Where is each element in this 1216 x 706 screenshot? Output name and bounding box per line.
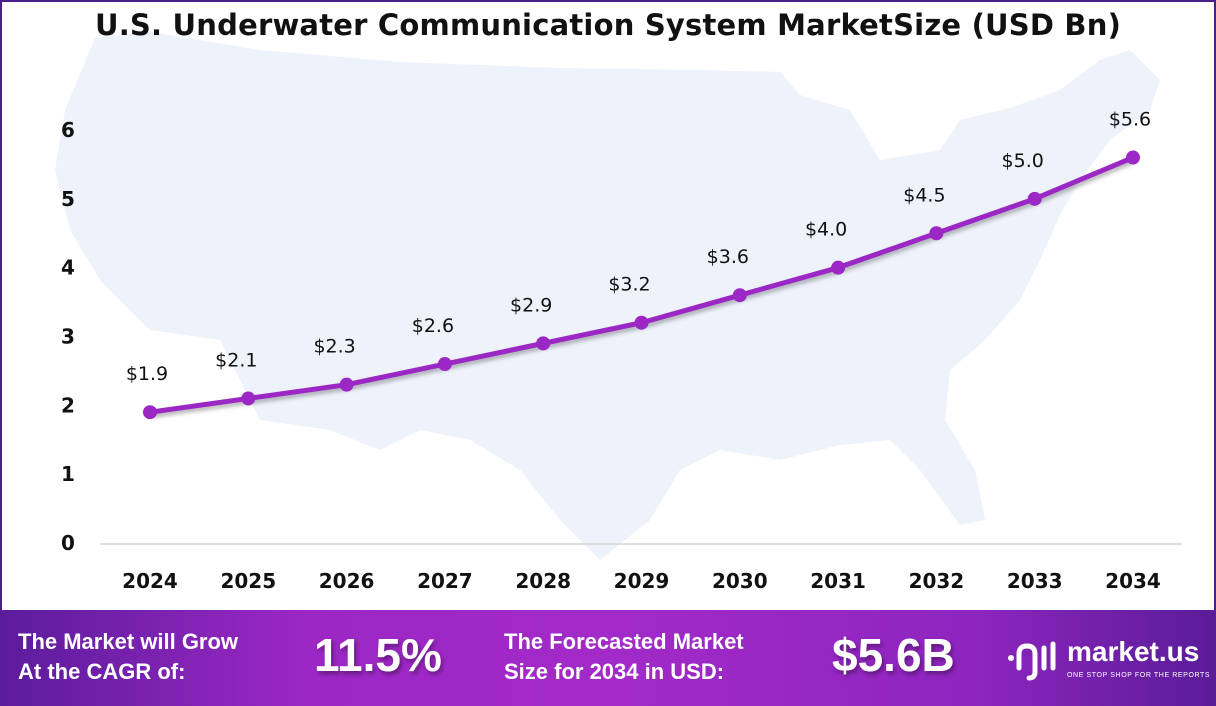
cagr-label: The Market will Grow At the CAGR of: — [18, 627, 238, 687]
forecast-value: $5.6B — [832, 629, 955, 681]
y-tick-label: 6 — [61, 118, 75, 142]
data-point — [536, 336, 551, 351]
chart-title: U.S. Underwater Communication System Mar… — [94, 8, 1122, 42]
us-map-silhouette — [55, 32, 1160, 560]
forecast-label-line1: The Forecasted Market — [504, 629, 744, 654]
x-tick-label: 2032 — [909, 569, 965, 593]
x-tick-label: 2034 — [1105, 569, 1161, 593]
x-tick-label: 2025 — [220, 569, 276, 593]
data-label: $4.5 — [903, 184, 945, 206]
data-point — [437, 357, 452, 372]
data-point — [143, 405, 157, 420]
forecast-label: The Forecasted Market Size for 2034 in U… — [504, 627, 744, 687]
data-point — [241, 391, 256, 406]
cagr-label-line1: The Market will Grow — [18, 629, 239, 654]
footer-banner: The Market will Grow At the CAGR of: 11.… — [0, 610, 1216, 706]
data-label: $2.6 — [412, 315, 454, 337]
y-tick-label: 2 — [61, 393, 75, 417]
x-tick-label: 2029 — [614, 569, 670, 593]
x-tick-label: 2027 — [417, 569, 473, 593]
y-tick-label: 5 — [61, 187, 75, 211]
x-tick-label: 2031 — [810, 569, 866, 593]
cagr-value: 11.5% — [314, 629, 442, 681]
data-point — [732, 288, 747, 303]
data-label: $2.3 — [313, 336, 355, 358]
y-tick-label: 0 — [61, 531, 75, 555]
data-point — [634, 315, 649, 330]
x-tick-label: 2033 — [1007, 569, 1063, 593]
line-chart: 0 1 2 3 4 5 6 2024 2025 2026 2027 2028 2029 2030 2031… — [55, 32, 1182, 593]
x-tick-label: 2028 — [515, 569, 571, 593]
data-label: $5.6 — [1109, 109, 1151, 131]
x-tick-label: 2026 — [319, 569, 375, 593]
data-point — [339, 377, 354, 392]
data-point — [831, 260, 846, 275]
x-tick-label: 2030 — [712, 569, 768, 593]
y-tick-label: 1 — [61, 462, 75, 486]
data-label: $5.0 — [1002, 150, 1044, 172]
brand-logo: market.us ONE STOP SHOP FOR THE REPORTS — [1005, 632, 1215, 692]
market-us-logo-icon — [1008, 641, 1056, 681]
x-tick-label: 2024 — [122, 569, 178, 593]
brand-name: market.us — [1067, 636, 1200, 667]
cagr-label-line2: At the CAGR of: — [18, 659, 186, 684]
data-label: $2.1 — [215, 349, 257, 371]
data-label: $2.9 — [510, 294, 552, 316]
data-point — [1027, 191, 1042, 206]
data-label: $3.2 — [608, 274, 650, 296]
data-point — [929, 226, 944, 241]
y-tick-label: 4 — [61, 256, 75, 280]
data-label: $3.6 — [707, 246, 749, 268]
data-point — [1126, 150, 1140, 165]
forecast-label-line2: Size for 2034 in USD: — [504, 659, 725, 684]
data-label: $4.0 — [805, 219, 847, 241]
y-tick-label: 3 — [61, 325, 75, 349]
brand-tagline: ONE STOP SHOP FOR THE REPORTS — [1067, 672, 1211, 679]
data-label: $1.9 — [126, 363, 168, 385]
